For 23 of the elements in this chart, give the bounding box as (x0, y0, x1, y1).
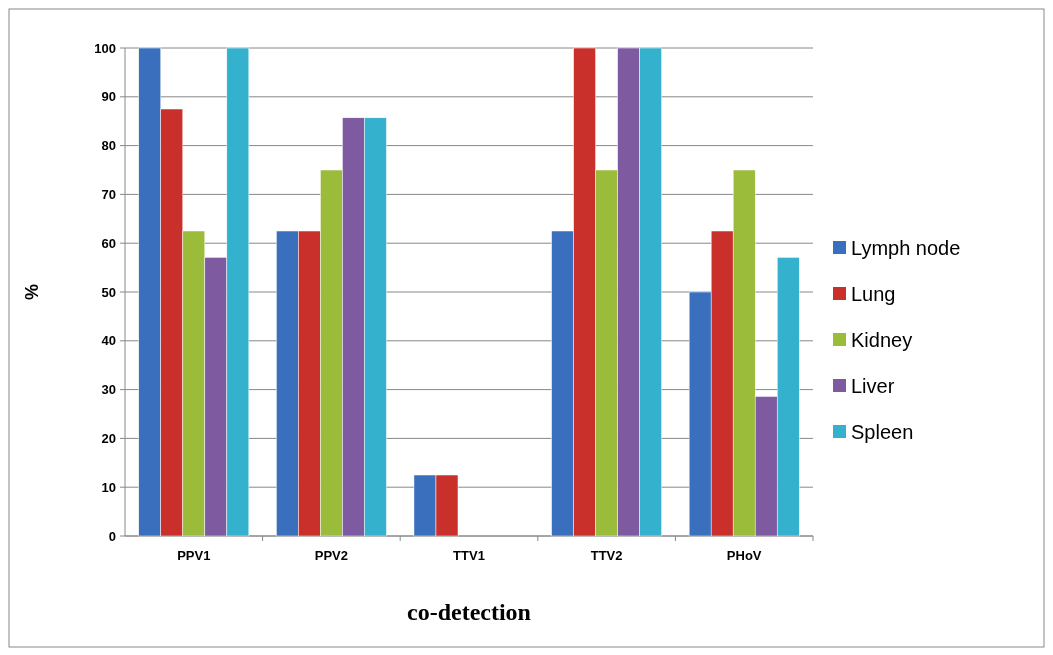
x-tick-label: TTV1 (453, 548, 485, 563)
y-tick-label: 100 (94, 40, 116, 56)
y-tick-label: 80 (101, 138, 116, 154)
y-tick-label: 20 (101, 430, 116, 446)
x-tick-label: PPV1 (177, 548, 211, 563)
y-tick-label: 70 (101, 186, 116, 202)
y-tick-label: 40 (101, 333, 116, 349)
x-tick-label: PHoV (726, 548, 762, 563)
y-tick-label: 10 (101, 479, 116, 495)
legend-label: Lymph node (851, 237, 961, 259)
y-tick-label: 90 (101, 89, 116, 105)
y-tick-label: 50 (101, 284, 116, 300)
y-tick-label: 30 (101, 382, 116, 398)
x-tick-label: PPV2 (314, 548, 349, 563)
x-tick-label: TTV2 (590, 548, 623, 563)
legend-label: Lung (851, 283, 896, 305)
y-axis-title: % (22, 283, 42, 301)
x-axis-title: co-detection (407, 599, 531, 625)
y-tick-label: 0 (108, 528, 116, 544)
y-tick-label: 60 (101, 235, 116, 251)
legend-label: Kidney (851, 329, 913, 351)
legend-label: Liver (851, 375, 895, 397)
legend-label: Spleen (851, 421, 914, 443)
